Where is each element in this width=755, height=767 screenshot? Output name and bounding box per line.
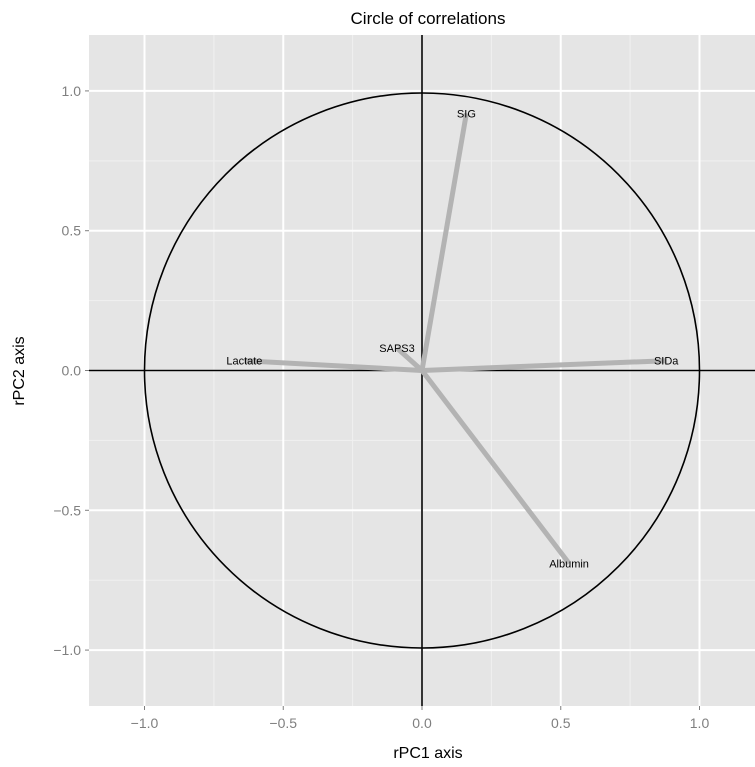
x-tick-label: −1.0 — [131, 715, 159, 731]
vector-sida — [421, 358, 667, 373]
y-tick-label: 1.0 — [62, 83, 82, 99]
vector-label-sida: SIDa — [654, 356, 679, 368]
y-axis-ticks: −1.0 −0.5 0.0 0.5 1.0 — [53, 83, 89, 658]
y-axis-title: rPC2 axis — [11, 336, 28, 405]
x-tick-label: 1.0 — [690, 715, 710, 731]
y-tick-label: 0.0 — [62, 363, 82, 379]
vector-label-albumin: Albumin — [549, 558, 589, 570]
vector-sig — [419, 112, 469, 371]
vector-label-sig: SIG — [457, 108, 476, 120]
x-tick-label: 0.5 — [551, 715, 571, 731]
y-tick-label: 0.5 — [62, 223, 82, 239]
vector-label-saps3: SAPS3 — [379, 343, 414, 355]
vector-saps3 — [395, 346, 424, 373]
x-tick-label: 0.0 — [412, 715, 432, 731]
y-tick-label: −0.5 — [53, 502, 81, 518]
chart-title: Circle of correlations — [351, 9, 506, 28]
x-axis-ticks: −1.0 −0.5 0.0 0.5 1.0 — [131, 706, 710, 731]
correlation-vectors: SIG SAPS3 Lactate SIDa Albumin — [226, 108, 679, 570]
y-tick-label: −1.0 — [53, 642, 81, 658]
vector-label-lactate: Lactate — [226, 356, 262, 368]
vector-albumin — [420, 368, 572, 565]
x-axis-title: rPC1 axis — [393, 745, 462, 762]
x-tick-label: −0.5 — [269, 715, 297, 731]
vector-lactate — [244, 358, 423, 373]
